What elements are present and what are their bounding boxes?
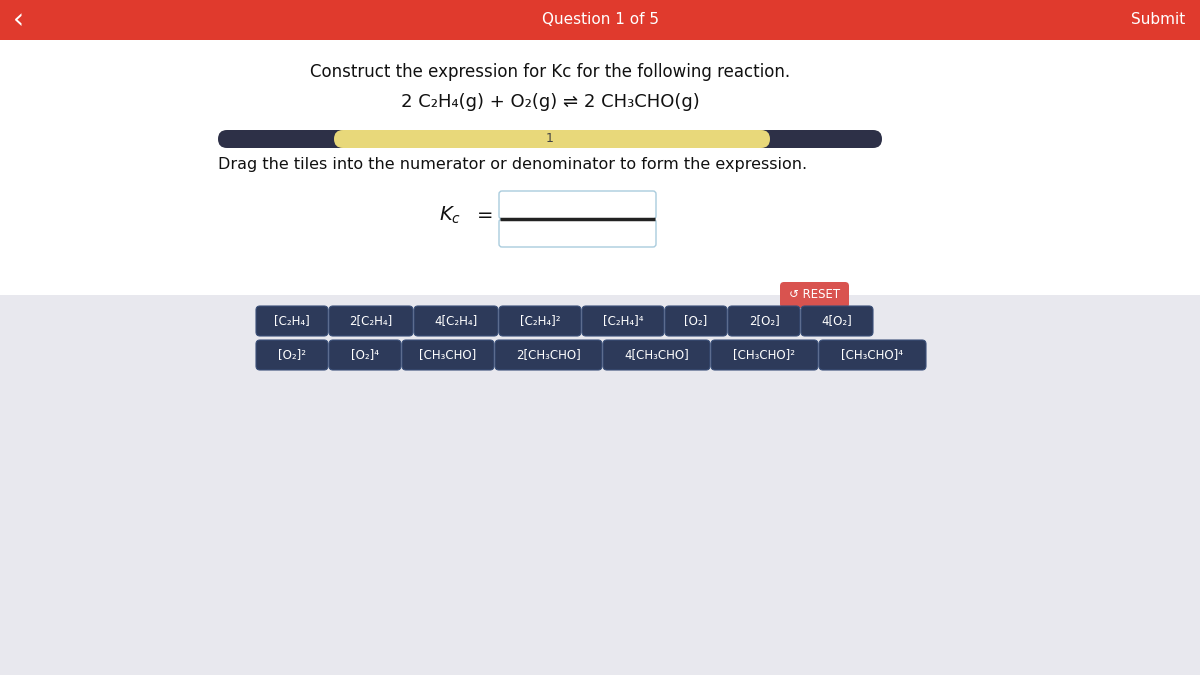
FancyBboxPatch shape [499,219,656,247]
FancyBboxPatch shape [0,0,1200,40]
FancyBboxPatch shape [218,130,882,148]
FancyBboxPatch shape [256,306,328,336]
Text: [CH₃CHO]⁴: [CH₃CHO]⁴ [841,348,904,362]
FancyBboxPatch shape [402,340,494,370]
Text: [C₂H₄]²: [C₂H₄]² [520,315,560,327]
FancyBboxPatch shape [496,340,602,370]
Text: 2[C₂H₄]: 2[C₂H₄] [349,315,392,327]
Text: [O₂]: [O₂] [684,315,708,327]
FancyBboxPatch shape [710,340,818,370]
Text: Construct the expression for Kc for the following reaction.: Construct the expression for Kc for the … [310,63,790,81]
FancyBboxPatch shape [499,306,581,336]
Text: ↺ RESET: ↺ RESET [788,288,840,302]
FancyBboxPatch shape [604,340,710,370]
Text: [C₂H₄]: [C₂H₄] [274,315,310,327]
FancyBboxPatch shape [728,306,800,336]
Text: Question 1 of 5: Question 1 of 5 [541,13,659,28]
Text: [O₂]²: [O₂]² [278,348,306,362]
Text: ‹: ‹ [12,6,24,34]
Text: 2 C₂H₄(g) + O₂(g) ⇌ 2 CH₃CHO(g): 2 C₂H₄(g) + O₂(g) ⇌ 2 CH₃CHO(g) [401,93,700,111]
Text: Submit: Submit [1130,13,1186,28]
Text: 4[C₂H₄]: 4[C₂H₄] [434,315,478,327]
Text: 2[O₂]: 2[O₂] [749,315,779,327]
Text: [CH₃CHO]²: [CH₃CHO]² [733,348,796,362]
FancyBboxPatch shape [582,306,664,336]
FancyBboxPatch shape [818,340,926,370]
Text: =: = [476,205,493,225]
FancyBboxPatch shape [334,130,770,148]
FancyBboxPatch shape [329,306,413,336]
FancyBboxPatch shape [256,340,328,370]
FancyBboxPatch shape [780,282,850,308]
Text: 4[CH₃CHO]: 4[CH₃CHO] [624,348,689,362]
Text: [O₂]⁴: [O₂]⁴ [352,348,379,362]
FancyBboxPatch shape [0,40,1200,295]
Text: [C₂H₄]⁴: [C₂H₄]⁴ [602,315,643,327]
Text: 2[CH₃CHO]: 2[CH₃CHO] [516,348,581,362]
FancyBboxPatch shape [802,306,874,336]
Text: [CH₃CHO]: [CH₃CHO] [419,348,476,362]
Text: 4[O₂]: 4[O₂] [822,315,852,327]
Text: 1: 1 [546,132,554,146]
FancyBboxPatch shape [414,306,498,336]
Text: Drag the tiles into the numerator or denominator to form the expression.: Drag the tiles into the numerator or den… [218,157,808,173]
FancyBboxPatch shape [499,191,656,219]
FancyBboxPatch shape [665,306,727,336]
FancyBboxPatch shape [329,340,401,370]
Text: $K_c$: $K_c$ [439,205,461,225]
